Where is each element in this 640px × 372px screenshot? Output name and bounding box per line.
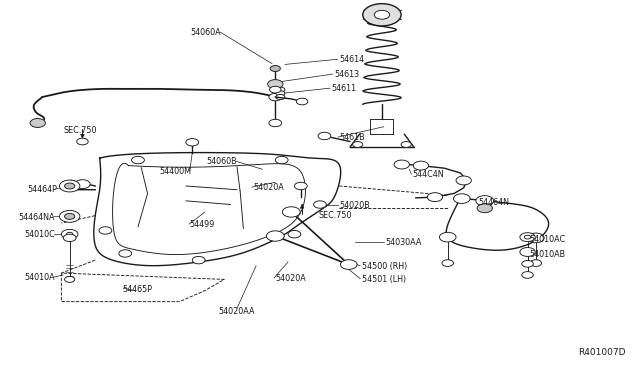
Circle shape (442, 260, 454, 266)
Circle shape (314, 201, 326, 208)
Circle shape (296, 98, 308, 105)
Text: SEC.750: SEC.750 (319, 211, 352, 220)
Text: 54010AB: 54010AB (529, 250, 566, 259)
Circle shape (60, 180, 80, 192)
Circle shape (65, 214, 75, 219)
Circle shape (119, 250, 132, 257)
Text: 544C4N: 544C4N (413, 170, 444, 179)
Text: SEC.750: SEC.750 (63, 126, 97, 135)
Text: 54464NA: 54464NA (19, 213, 55, 222)
Circle shape (270, 65, 280, 71)
Text: 54030AA: 54030AA (385, 238, 422, 247)
Circle shape (520, 233, 535, 241)
Circle shape (288, 231, 301, 238)
Text: 54020B: 54020B (339, 201, 370, 210)
Circle shape (456, 176, 471, 185)
Text: 54010A: 54010A (24, 273, 55, 282)
Text: 54499: 54499 (189, 221, 214, 230)
Text: 54020A: 54020A (275, 274, 306, 283)
Circle shape (275, 156, 288, 164)
Circle shape (522, 260, 533, 267)
Circle shape (294, 182, 307, 190)
Text: 5461B: 5461B (339, 133, 365, 142)
Circle shape (99, 227, 112, 234)
Circle shape (269, 93, 282, 101)
Circle shape (192, 256, 205, 264)
Circle shape (477, 204, 492, 213)
Circle shape (60, 211, 80, 222)
Circle shape (527, 233, 544, 243)
Text: 54500 (RH): 54500 (RH) (362, 262, 407, 271)
Circle shape (353, 141, 363, 147)
Circle shape (522, 272, 533, 278)
Circle shape (476, 196, 493, 206)
Circle shape (276, 94, 285, 100)
Text: 54020AA: 54020AA (219, 307, 255, 316)
Circle shape (63, 234, 76, 241)
Circle shape (520, 247, 535, 256)
Circle shape (65, 276, 75, 282)
Circle shape (394, 160, 410, 169)
Circle shape (269, 119, 282, 127)
Text: 54611: 54611 (332, 84, 356, 93)
Circle shape (266, 231, 284, 241)
Text: 54060A: 54060A (190, 28, 221, 37)
Text: 54060B: 54060B (206, 157, 237, 166)
Circle shape (75, 180, 90, 189)
Circle shape (363, 4, 401, 26)
Text: 54400M: 54400M (159, 167, 191, 176)
Circle shape (440, 232, 456, 242)
Circle shape (276, 87, 285, 92)
Text: 54010C: 54010C (24, 230, 55, 240)
Circle shape (401, 141, 412, 147)
Text: 54464P: 54464P (27, 185, 57, 194)
Circle shape (318, 132, 331, 140)
Circle shape (428, 193, 443, 202)
Text: 54614: 54614 (339, 55, 364, 64)
Circle shape (268, 80, 283, 89)
Text: 54464N: 54464N (478, 198, 509, 207)
Circle shape (276, 91, 285, 96)
Text: 54010AC: 54010AC (529, 235, 566, 244)
Circle shape (282, 207, 300, 217)
Circle shape (77, 138, 88, 145)
Circle shape (67, 232, 73, 236)
Text: R401007D: R401007D (578, 348, 625, 357)
Circle shape (413, 161, 429, 170)
Circle shape (269, 86, 281, 93)
Circle shape (530, 260, 541, 266)
Circle shape (524, 235, 531, 239)
Text: 54465P: 54465P (122, 285, 152, 294)
Circle shape (132, 156, 145, 164)
Circle shape (61, 230, 78, 239)
Text: 54501 (LH): 54501 (LH) (362, 275, 406, 284)
Text: 54613: 54613 (334, 70, 359, 79)
Circle shape (186, 138, 198, 146)
Circle shape (65, 183, 75, 189)
Text: 54020A: 54020A (253, 183, 284, 192)
Circle shape (30, 119, 45, 128)
Circle shape (374, 10, 390, 19)
Circle shape (454, 194, 470, 203)
Circle shape (340, 260, 357, 269)
